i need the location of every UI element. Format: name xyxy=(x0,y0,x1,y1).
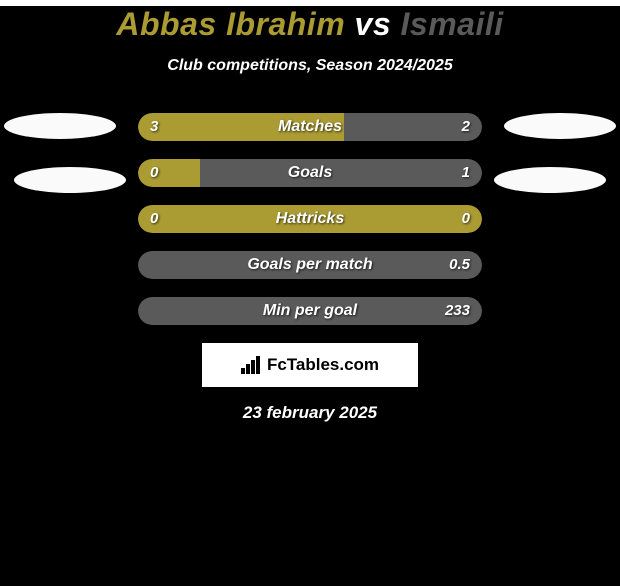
title-player: Abbas Ibrahim xyxy=(116,6,345,42)
stat-label: Hattricks xyxy=(138,205,482,233)
stat-label: Min per goal xyxy=(138,297,482,325)
page-title: Abbas Ibrahim vs Ismaili xyxy=(0,6,620,43)
stat-row: 233Min per goal xyxy=(0,297,620,325)
brand-text: FcTables.com xyxy=(267,355,379,375)
date-label: 23 february 2025 xyxy=(0,403,620,423)
stat-row: 0.5Goals per match xyxy=(0,251,620,279)
title-opponent: Ismaili xyxy=(401,6,504,42)
title-vs: vs xyxy=(355,6,401,42)
stat-label: Matches xyxy=(138,113,482,141)
stat-row: 01Goals xyxy=(0,159,620,187)
brand-box[interactable]: FcTables.com xyxy=(202,343,418,387)
stat-row: 00Hattricks xyxy=(0,205,620,233)
content-wrapper: Abbas Ibrahim vs Ismaili Club competitio… xyxy=(0,6,620,586)
subtitle: Club competitions, Season 2024/2025 xyxy=(0,57,620,75)
bar-chart-icon xyxy=(241,356,263,374)
comparison-chart: 32Matches 01Goals 00Hattricks 0.5Goals per … xyxy=(0,113,620,325)
stat-label: Goals per match xyxy=(138,251,482,279)
stat-row: 32Matches xyxy=(0,113,620,141)
stat-label: Goals xyxy=(138,159,482,187)
